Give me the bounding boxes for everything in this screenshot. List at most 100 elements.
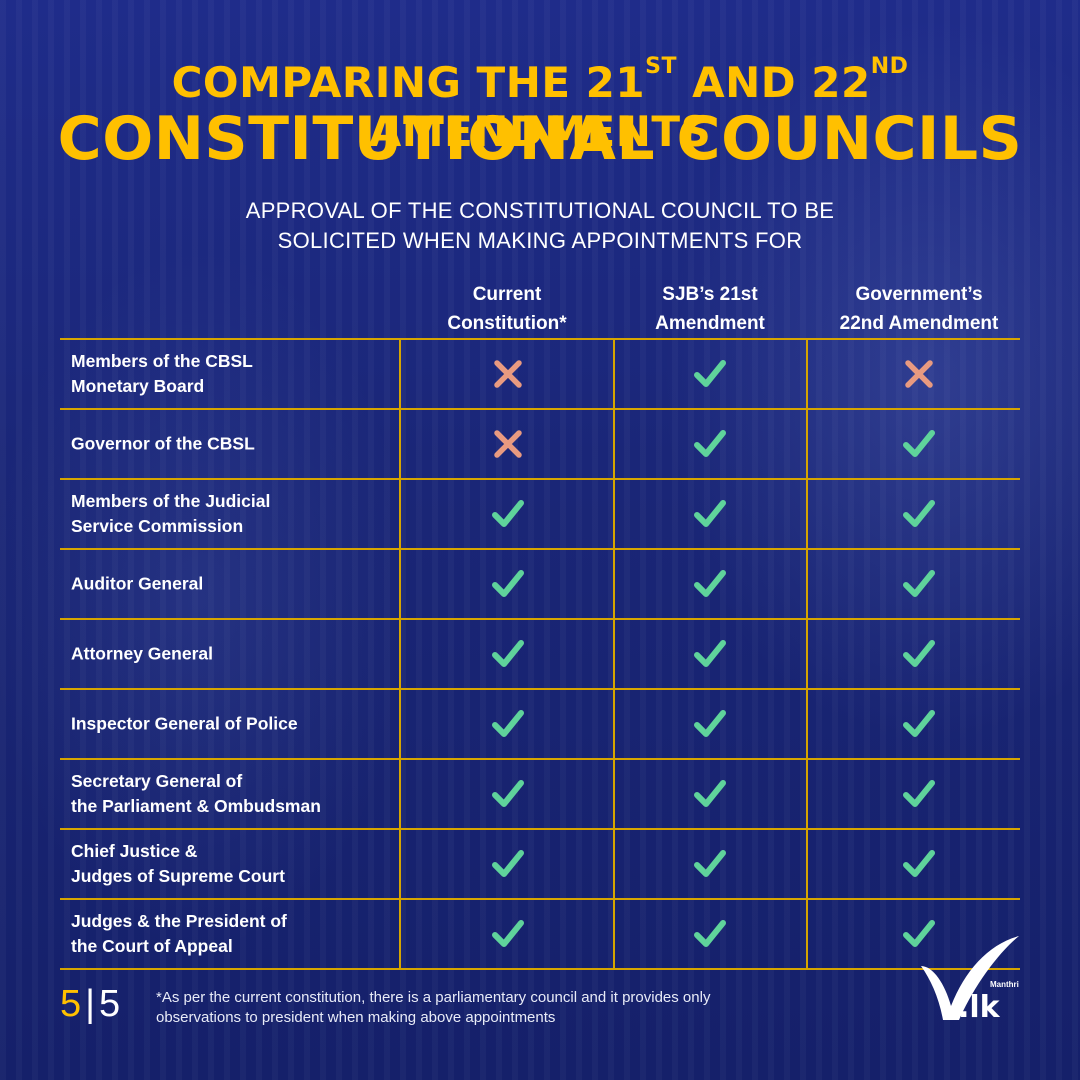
column-divider	[806, 410, 808, 478]
row-label-line1: Judges & the President of	[71, 911, 287, 931]
column-divider	[806, 900, 808, 968]
column-divider	[399, 410, 401, 478]
row-label: Members of the CBSL Monetary Board	[71, 349, 391, 399]
logo-brand-text: Manthri	[990, 980, 1019, 989]
column-divider	[613, 900, 615, 968]
check-icon	[692, 776, 728, 812]
check-icon	[490, 496, 526, 532]
check-icon	[490, 706, 526, 742]
check-icon	[692, 706, 728, 742]
subtitle-line1: APPROVAL OF THE CONSTITUTIONAL COUNCIL T…	[245, 198, 835, 223]
check-icon	[490, 566, 526, 602]
check-icon	[490, 776, 526, 812]
check-icon	[692, 496, 728, 532]
row-label-line1: Secretary General of	[71, 771, 243, 791]
check-icon	[692, 636, 728, 672]
column-divider	[399, 760, 401, 828]
row-label-line1: Members of the Judicial	[71, 491, 271, 511]
page-indicator: 5 | 5	[60, 982, 120, 1026]
footnote: *As per the current constitution, there …	[156, 989, 711, 1026]
column-divider	[613, 480, 615, 548]
column-divider	[806, 480, 808, 548]
row-label-line1: Inspector General of Police	[71, 713, 298, 734]
column-divider	[399, 340, 401, 408]
column-header-current-constitution: Current Constitution*	[447, 284, 567, 334]
row-label-line2: the Court of Appeal	[71, 936, 233, 956]
check-icon	[692, 916, 728, 952]
column-divider	[399, 900, 401, 968]
column-header-sjb-21st-amendment: SJB’s 21st Amendment	[655, 284, 765, 334]
row-label-line1: Governor of the CBSL	[71, 433, 255, 454]
row-label-line1: Chief Justice &	[71, 841, 198, 861]
column-divider	[613, 550, 615, 618]
row-label-line1: Attorney General	[71, 643, 213, 664]
row-label-line2: the Parliament & Ombudsman	[71, 796, 321, 816]
check-icon	[490, 846, 526, 882]
comparison-table: Members of the CBSL Monetary Board Governo…	[60, 338, 1020, 970]
check-icon	[692, 356, 728, 392]
column-divider	[806, 340, 808, 408]
row-label: Governor of the CBSL	[71, 432, 391, 457]
subtitle: APPROVAL OF THE CONSTITUTIONAL COUNCIL T…	[140, 196, 940, 256]
column-divider	[399, 480, 401, 548]
check-icon	[901, 566, 937, 602]
subtitle-line2: SOLICITED WHEN MAKING APPOINTMENTS FOR	[277, 228, 803, 253]
row-label-line2: Judges of Supreme Court	[71, 866, 285, 886]
logo-domain-text: .lk	[958, 990, 1000, 1025]
table-row: Inspector General of Police	[60, 688, 1020, 758]
row-label: Inspector General of Police	[71, 712, 391, 737]
table-row: Members of the CBSL Monetary Board	[60, 338, 1020, 408]
check-icon	[901, 846, 937, 882]
page-total: 5	[99, 983, 121, 1025]
table-row: Chief Justice & Judges of Supreme Court	[60, 828, 1020, 898]
cross-icon	[490, 356, 526, 392]
table-row: Secretary General of the Parliament & Omb…	[60, 758, 1020, 828]
row-label: Members of the Judicial Service Commissio…	[71, 489, 391, 539]
column-header-government-22nd-amendment: Government’s 22nd Amendment	[839, 284, 999, 334]
table-row: Members of the Judicial Service Commissio…	[60, 478, 1020, 548]
table-row: Attorney General	[60, 618, 1020, 688]
column-divider	[613, 620, 615, 688]
table-row: Governor of the CBSL	[60, 408, 1020, 478]
page-current: 5	[60, 983, 82, 1025]
column-divider	[806, 760, 808, 828]
page-title-line1: Comparing the 21st and 22nd Amendments	[171, 54, 909, 156]
check-icon	[490, 636, 526, 672]
column-divider	[806, 690, 808, 758]
column-divider	[399, 690, 401, 758]
check-icon	[692, 566, 728, 602]
column-divider	[613, 410, 615, 478]
check-icon	[901, 496, 937, 532]
cross-icon	[490, 426, 526, 462]
row-label: Secretary General of the Parliament & Omb…	[71, 769, 391, 819]
column-divider	[399, 620, 401, 688]
table-row: Judges & the President of the Court of Ap…	[60, 898, 1020, 970]
row-label-line2: Monetary Board	[71, 376, 205, 396]
row-label: Judges & the President of the Court of Ap…	[71, 909, 391, 959]
column-divider	[806, 830, 808, 898]
column-divider	[399, 830, 401, 898]
row-label-line1: Auditor General	[71, 573, 204, 594]
column-divider	[806, 550, 808, 618]
column-divider	[399, 550, 401, 618]
column-divider	[613, 760, 615, 828]
check-icon	[901, 916, 937, 952]
check-icon	[901, 426, 937, 462]
check-icon	[490, 916, 526, 952]
column-divider	[806, 620, 808, 688]
column-divider	[613, 690, 615, 758]
row-label: Attorney General	[71, 642, 391, 667]
check-icon	[692, 846, 728, 882]
row-label: Auditor General	[71, 572, 391, 597]
row-label: Chief Justice & Judges of Supreme Court	[71, 839, 391, 889]
check-icon	[901, 706, 937, 742]
cross-icon	[901, 356, 937, 392]
page-separator: |	[85, 983, 96, 1025]
manthri-check-logo-icon	[921, 936, 1019, 1020]
column-divider	[613, 830, 615, 898]
check-icon	[901, 776, 937, 812]
check-icon	[692, 426, 728, 462]
column-divider	[613, 340, 615, 408]
row-label-line2: Service Commission	[71, 516, 244, 536]
page-title-line2: Constitutional Councils	[57, 104, 1023, 174]
